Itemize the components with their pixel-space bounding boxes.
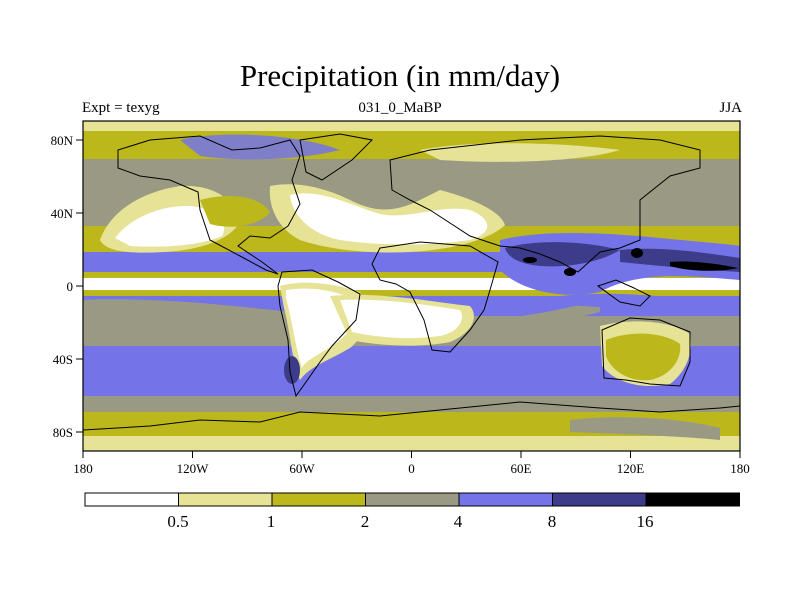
atlantic-olive: [200, 196, 270, 227]
arabian-max: [523, 257, 537, 263]
x-tick-60w: 60W: [289, 461, 315, 476]
colorbar-swatch-2: [271, 492, 366, 507]
coast-australia: [601, 317, 691, 387]
band-equator-dry: [83, 278, 740, 292]
colorbar-swatch-6: [645, 492, 740, 507]
y-tick-labels: 80N 40N 0 40S 80S: [51, 133, 74, 440]
colorbar-label-16: 16: [637, 512, 654, 531]
experiment-label: Expt = texyg: [82, 100, 160, 116]
x-tick-120w: 120W: [177, 461, 210, 476]
colorbar-labels: 0.5 1 2 4 8 16: [167, 512, 653, 531]
bay-max: [631, 248, 643, 258]
colorbar-label-1: 1: [267, 512, 276, 531]
australia-olive: [606, 333, 681, 381]
coastlines: [83, 133, 740, 431]
coast-greenland: [299, 133, 374, 181]
eurasia-north-light: [420, 143, 620, 162]
y-tick-0: 0: [67, 279, 74, 294]
andes-wet-core: [284, 356, 300, 384]
colorbar: [84, 492, 740, 507]
coast-eurasia: [389, 135, 701, 273]
axis-ticks: [76, 139, 741, 458]
colorbar-swatch-5: [552, 492, 647, 507]
africa-south-dry: [340, 299, 462, 339]
time-label: 031_0_MaBP: [358, 100, 442, 116]
precip-field: [83, 121, 740, 451]
y-tick-80n: 80N: [51, 133, 74, 148]
colorbar-label-4: 4: [454, 512, 463, 531]
band-equator-edge: [83, 272, 740, 280]
colorbar-swatch-1: [178, 492, 273, 507]
colorbar-label-2: 2: [361, 512, 370, 531]
x-tick-labels: 180 120W 60W 0 60E 120E 180: [73, 461, 750, 476]
antarctic-gray-patch: [570, 417, 720, 440]
colorbar-swatch-4: [458, 492, 553, 507]
band-polar-north: [83, 121, 740, 131]
colorbar-label-8: 8: [548, 512, 557, 531]
x-tick-120e: 120E: [617, 461, 645, 476]
colorbar-label-0-5: 0.5: [167, 512, 188, 531]
x-tick-180e: 180: [730, 461, 750, 476]
y-tick-80s: 80S: [53, 425, 73, 440]
coast-africa: [371, 241, 499, 353]
colorbar-swatch-3: [365, 492, 460, 507]
plot-title: Precipitation (in mm/day): [239, 58, 561, 93]
y-tick-40s: 40S: [53, 352, 73, 367]
india-max: [564, 268, 576, 276]
na-west-dry: [115, 205, 225, 247]
coast-north-america: [117, 135, 301, 275]
coast-antarctica: [83, 401, 740, 431]
coast-south-america: [277, 269, 361, 398]
coast-maritime: [596, 279, 651, 307]
maritime-south: [560, 293, 700, 312]
sahara-dry: [290, 193, 488, 245]
band-subantarctic: [83, 396, 740, 412]
y-tick-40n: 40N: [51, 206, 74, 221]
x-tick-0: 0: [408, 461, 415, 476]
season-label: JJA: [719, 100, 742, 116]
band-antarctic: [83, 436, 740, 451]
colorbar-swatch-0: [84, 492, 179, 507]
x-tick-180w: 180: [73, 461, 93, 476]
west-pacific-max: [670, 261, 738, 271]
x-tick-60e: 60E: [511, 461, 532, 476]
